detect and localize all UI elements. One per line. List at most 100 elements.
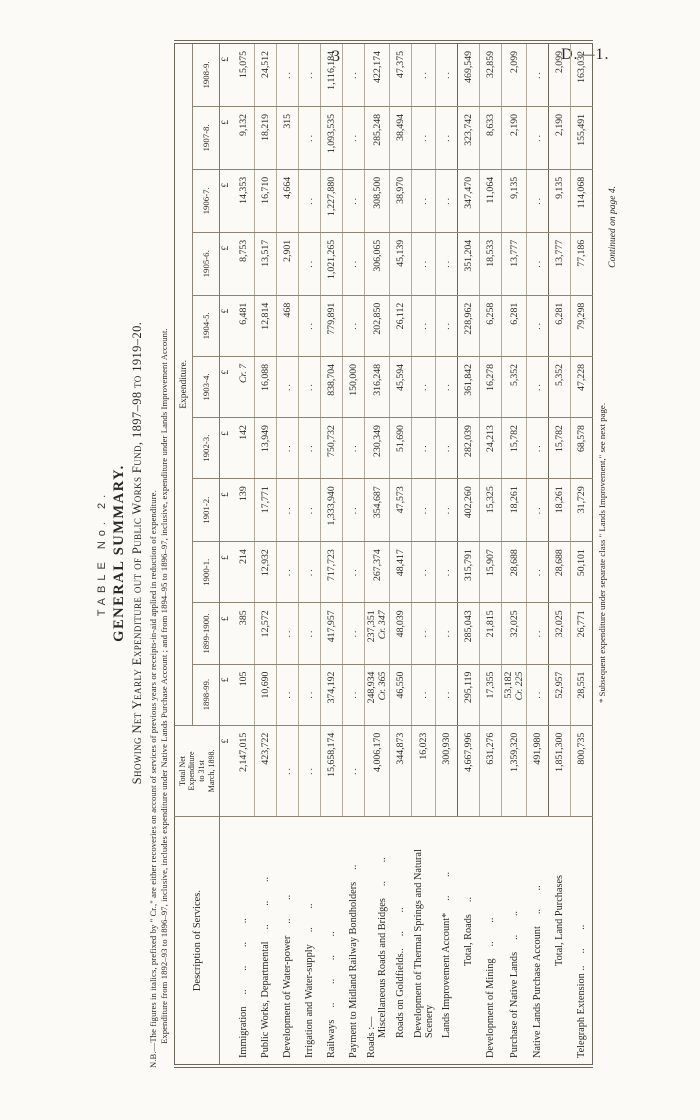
value-cell: Cr. 7 — [232, 356, 255, 418]
year-header: 1903-4. — [192, 356, 220, 418]
value-cell: 12,814 — [254, 295, 277, 357]
service-cell: Native Lands Purchase Account .. .. — [527, 817, 549, 1066]
value-cell: 1,359,320 — [501, 725, 527, 817]
value-cell: 18,261 — [548, 478, 571, 542]
service-label: Total, Roads — [463, 914, 474, 966]
value-cell: 1,116,184 — [320, 42, 343, 107]
value-cell: .. — [526, 232, 549, 296]
service-label: Native Lands Purchase Account — [532, 926, 543, 1058]
value-cell: 316,248 — [364, 356, 390, 418]
leader-dots: .. .. — [282, 894, 293, 924]
value-cell: .. — [276, 42, 299, 107]
value-cell: 468 — [276, 295, 299, 357]
value-cell: .. — [526, 106, 549, 170]
value-cell: .. — [526, 295, 549, 357]
value-cell: 306,065 — [364, 232, 390, 296]
value-cell: .. — [342, 169, 365, 233]
value-cell: £ — [219, 478, 233, 542]
service-cell: Lands Improvement Account* .. .. — [436, 817, 458, 1066]
service-cell: Purchase of Native Lands .. .. — [502, 817, 527, 1066]
service-label: Public Works, Departmental — [260, 941, 271, 1058]
value-cell: 14,353 — [232, 169, 255, 233]
service-cell: Development of Thermal Springs and Natur… — [412, 817, 436, 1066]
table-subtitle: Showing Net Yearly Expenditure out of Pu… — [130, 321, 144, 785]
value-cell: 12,572 — [254, 602, 277, 665]
value-cell: .. — [298, 356, 321, 418]
col-header-description: Description of Services. — [174, 816, 220, 1066]
value-cell: .. — [435, 42, 458, 107]
value-cell: 47,228 — [570, 356, 593, 418]
service-row: Public Works, Departmental .. .. .. 423,72… — [254, 42, 277, 1066]
value-cell: 300,930 — [435, 725, 458, 817]
value-cell: .. — [342, 541, 365, 603]
value-cell: 17,355 — [479, 664, 502, 726]
value-cell: 202,850 — [364, 295, 390, 357]
value-cell: 1,021,265 — [320, 232, 343, 296]
value-cell: 4,006,170 — [364, 725, 390, 817]
value-cell: 52,957 — [548, 664, 571, 726]
value-cell: 155,491 — [570, 106, 593, 170]
service-row: Payment to Midland Railway Bondholders..… — [342, 42, 365, 1066]
year-header: 1905-6. — [192, 232, 220, 296]
value-cell: £ — [219, 42, 233, 107]
table-body: £ £ £ £ £ £ £ £ £ £ £ £ Immigration.. .. .. .. 2,147,… — [219, 42, 593, 1066]
value-cell: 800,735 — [570, 725, 593, 817]
value-cell: 8,753 — [232, 232, 255, 296]
value-cell: 4,664 — [276, 169, 299, 233]
value-cell: 374,192 — [320, 664, 343, 726]
value-cell: £ — [219, 106, 233, 170]
value-cell: 48,039 — [389, 602, 412, 665]
value-cell: .. — [298, 602, 321, 665]
value-cell: 13,949 — [254, 417, 277, 479]
value-cell: 32,025 — [548, 602, 571, 665]
service-row: Roads on Goldfields.... .. 344,873 46,550 4… — [389, 42, 412, 1066]
value-cell: 26,112 — [389, 295, 412, 357]
value-cell: 12,932 — [254, 541, 277, 603]
value-cell: .. — [435, 106, 458, 170]
value-cell: 45,594 — [389, 356, 412, 418]
service-label: Development of Water-power — [282, 935, 293, 1058]
leader-dots: .. .. .. .. — [326, 931, 337, 1008]
value-cell: .. — [411, 169, 436, 233]
value-cell: 48,417 — [389, 541, 412, 603]
value-cell: 13,777 — [501, 232, 527, 296]
value-cell: 13,517 — [254, 232, 277, 296]
value-cell: 26,771 — [570, 602, 593, 665]
leader-dots: .. — [348, 864, 359, 870]
value-cell: 21,815 — [479, 602, 502, 665]
value-cell: 28,688 — [548, 541, 571, 603]
value-cell: 16,023 — [411, 725, 436, 817]
value-cell: 32,025 — [501, 602, 527, 665]
service-label: Purchase of Native Lands — [508, 951, 520, 1058]
value-cell: .. — [435, 169, 458, 233]
value-cell: .. — [342, 106, 365, 170]
value-cell: .. — [411, 232, 436, 296]
value-cell: 285,043 — [457, 602, 480, 665]
value-cell: 114,068 — [570, 169, 593, 233]
service-label: Miscellaneous Roads and Bridges — [377, 898, 388, 1038]
value-cell: 347,470 — [457, 169, 480, 233]
value-cell: .. — [298, 106, 321, 170]
value-cell: 2,147,015 — [232, 725, 255, 817]
value-cell: 28,688 — [501, 541, 527, 603]
value-cell: 1,093,535 — [320, 106, 343, 170]
value-cell: .. — [342, 42, 365, 107]
value-cell: 15,075 — [232, 42, 255, 107]
service-label: Payment to Midland Railway Bondholders — [348, 881, 359, 1058]
value-cell: 77,186 — [570, 232, 593, 296]
value-cell: 53,182 Cr. 225 — [501, 664, 527, 726]
year-header: 1906-7. — [192, 169, 220, 233]
value-cell: 24,213 — [479, 417, 502, 479]
continued-note: Continued on page 4. — [608, 186, 618, 268]
value-cell: £ — [219, 602, 233, 665]
value-cell: 2,099 — [548, 42, 571, 107]
leader-dots: .. .. — [441, 871, 452, 901]
value-cell: 838,704 — [320, 356, 343, 418]
value-cell: 5,352 — [548, 356, 571, 418]
year-header: 1899-1900. — [192, 602, 220, 665]
table-label: TABLE No. 2. — [96, 489, 108, 617]
page-title: GENERAL SUMMARY. — [111, 464, 127, 642]
service-label: Development of Mining — [485, 958, 496, 1058]
service-row: Total, Roads.. 4,667,996 295,119 285,043 315… — [457, 42, 480, 1066]
value-cell: .. — [526, 478, 549, 542]
